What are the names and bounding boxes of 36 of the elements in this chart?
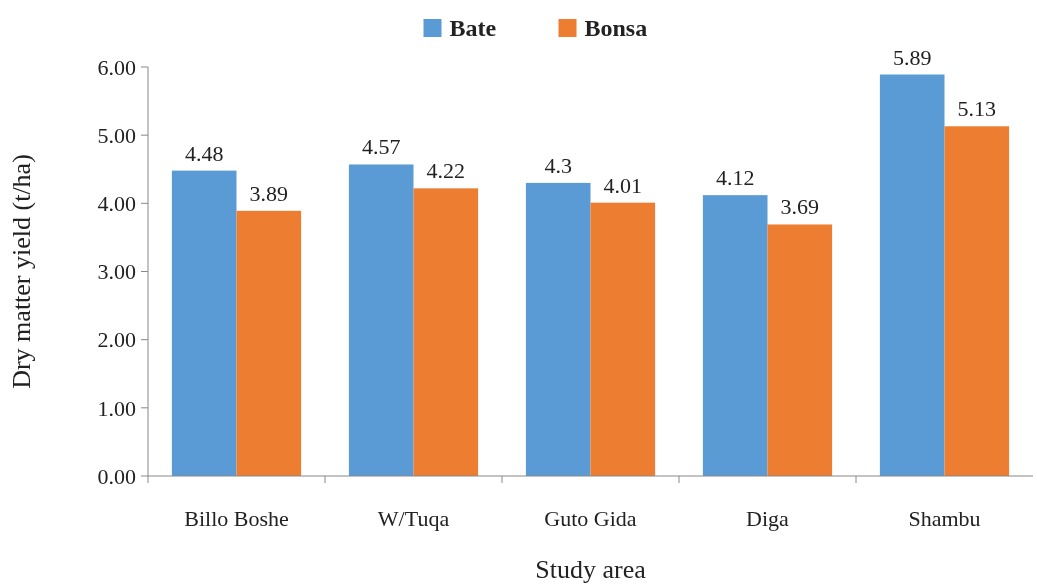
x-tick-label: Billo Boshe — [184, 506, 289, 531]
data-label: 5.13 — [957, 96, 997, 122]
data-label: 4.3 — [544, 152, 572, 178]
y-tick-label: 3.00 — [97, 259, 136, 285]
y-tick-label: 1.00 — [97, 395, 136, 421]
bar — [590, 202, 656, 476]
bar — [525, 182, 591, 476]
bar — [171, 170, 237, 476]
data-label: 4.48 — [184, 140, 224, 166]
bar — [236, 210, 302, 476]
x-tick-label: Shambu — [908, 506, 981, 531]
data-label: 4.22 — [426, 158, 466, 184]
x-tick-label: W/Tuqa — [377, 506, 450, 531]
data-label: 4.01 — [603, 172, 643, 198]
y-axis-title: Dry matter yield (t/ha) — [7, 154, 36, 389]
x-tick-label: Guto Gida — [544, 506, 637, 531]
y-tick-label: 5.00 — [97, 122, 136, 148]
y-tick-label: 0.00 — [97, 463, 136, 489]
data-label: 3.89 — [249, 180, 289, 206]
data-label: 3.69 — [780, 194, 820, 220]
bar — [944, 126, 1010, 476]
bar — [413, 188, 479, 476]
bar — [702, 195, 768, 476]
y-tick-label: 4.00 — [97, 191, 136, 217]
x-axis-title: Study area — [535, 555, 647, 584]
x-tick-label: Diga — [746, 506, 790, 531]
data-label: 5.89 — [892, 44, 932, 70]
data-label: 4.12 — [715, 165, 755, 191]
y-tick-label: 2.00 — [97, 327, 136, 353]
bar — [879, 74, 945, 476]
legend-label: Bate — [449, 15, 497, 42]
legend-label: Bonsa — [584, 15, 648, 42]
bar — [348, 164, 414, 476]
y-tick-label: 6.00 — [97, 54, 136, 80]
bar — [767, 224, 833, 476]
data-label: 4.57 — [361, 134, 401, 160]
